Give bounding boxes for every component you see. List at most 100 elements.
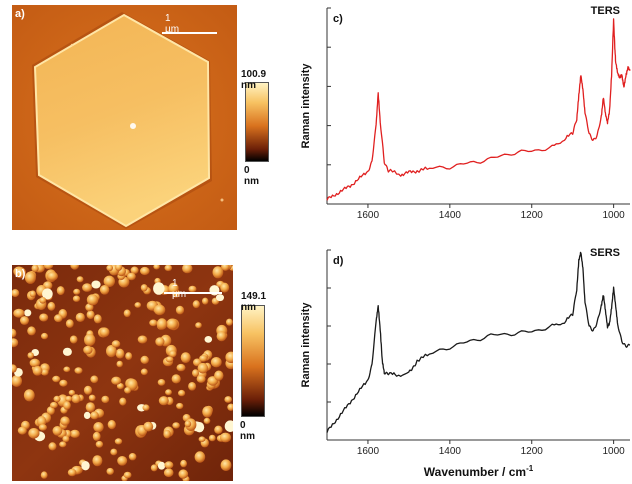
afm-particle xyxy=(208,434,216,442)
afm-particle xyxy=(111,340,121,348)
afm-particle xyxy=(52,426,63,436)
afm-particle xyxy=(73,288,81,295)
panel-b-colorbar-max: 149.1 nm xyxy=(241,291,267,313)
afm-particle xyxy=(52,375,61,383)
afm-particle xyxy=(36,416,47,427)
afm-particle xyxy=(59,379,68,387)
ters-x-tick-label: 1200 xyxy=(521,210,544,221)
afm-particle xyxy=(153,265,160,270)
afm-particle xyxy=(168,350,177,358)
afm-particle xyxy=(90,411,99,420)
afm-particle xyxy=(50,401,58,409)
afm-particle xyxy=(106,467,114,475)
afm-particle xyxy=(188,382,197,391)
afm-particle xyxy=(175,305,185,315)
afm-particle xyxy=(123,309,131,318)
afm-particle xyxy=(143,421,154,432)
afm-particle xyxy=(180,352,191,363)
afm-particle xyxy=(12,338,19,348)
afm-particle xyxy=(75,312,85,322)
panel-a-colorbar-max: 100.9 nm xyxy=(241,69,267,91)
afm-particle xyxy=(116,360,123,368)
afm-particle xyxy=(106,345,117,358)
afm-particle xyxy=(23,389,35,402)
afm-particle xyxy=(20,316,29,325)
afm-particle xyxy=(24,309,32,317)
panel-b-scale-bar-label: 1 µm xyxy=(172,278,187,300)
afm-particle xyxy=(115,348,125,359)
afm-particle xyxy=(182,265,193,274)
afm-particle xyxy=(192,300,200,309)
afm-particle xyxy=(107,420,116,430)
afm-particle xyxy=(224,396,232,403)
afm-hexagon-svg xyxy=(12,5,237,230)
afm-particle xyxy=(165,389,172,396)
panel-b-letter: b) xyxy=(15,268,26,280)
afm-particle xyxy=(224,420,233,432)
afm-particle xyxy=(198,436,206,442)
afm-particle xyxy=(202,297,209,305)
afm-particle xyxy=(62,435,70,443)
sers-x-tick-label: 1200 xyxy=(521,446,544,457)
afm-particle xyxy=(69,335,78,344)
afm-particle xyxy=(166,318,178,330)
afm-particle xyxy=(95,440,104,448)
afm-particle xyxy=(71,394,81,404)
afm-particle xyxy=(178,389,186,397)
ters-x-tick-label: 1400 xyxy=(439,210,462,221)
afm-particle xyxy=(17,426,27,435)
afm-particle xyxy=(13,308,25,318)
afm-particle xyxy=(83,385,93,395)
afm-particle xyxy=(63,401,71,410)
chart-ters: 1600 1400 1200 1000 c) TERS Raman intensity xyxy=(300,5,631,221)
afm-particle xyxy=(188,285,197,293)
afm-particle xyxy=(86,310,95,319)
afm-particle xyxy=(163,468,174,478)
afm-particle xyxy=(114,438,123,445)
afm-particle xyxy=(178,469,189,479)
afm-particle xyxy=(39,297,47,304)
afm-particle xyxy=(216,294,224,302)
afm-particle xyxy=(168,282,179,294)
afm-particle xyxy=(99,327,110,337)
afm-particle xyxy=(12,375,22,387)
afm-particle xyxy=(180,459,188,468)
afm-particle xyxy=(38,424,47,431)
afm-particle xyxy=(140,284,148,292)
afm-particle xyxy=(83,345,93,355)
ters-series-line xyxy=(326,18,631,201)
afm-particle xyxy=(65,319,74,328)
afm-particle xyxy=(103,275,116,287)
sers-x-tick-label: 1400 xyxy=(439,446,462,457)
afm-particle xyxy=(85,303,94,312)
afm-particle xyxy=(46,406,55,415)
afm-particle xyxy=(142,404,150,411)
afm-particles-svg xyxy=(12,265,233,481)
afm-particle xyxy=(12,289,20,298)
afm-particle xyxy=(199,355,208,362)
afm-particle xyxy=(24,271,36,284)
afm-particle xyxy=(176,363,186,372)
ters-title: TERS xyxy=(591,5,620,17)
afm-particle xyxy=(123,471,132,479)
afm-particle xyxy=(29,290,36,298)
afm-particle xyxy=(86,294,99,306)
afm-particle xyxy=(119,397,127,406)
afm-particle xyxy=(158,396,169,406)
afm-particle xyxy=(60,416,70,426)
afm-particle xyxy=(149,319,158,327)
afm-particle xyxy=(156,318,168,330)
afm-particle xyxy=(93,314,102,324)
afm-particle xyxy=(219,432,232,443)
afm-particle xyxy=(85,402,96,413)
chart-sers: 1600 1400 1200 1000 d) SERS Raman intensity Wav… xyxy=(300,247,631,479)
afm-particle xyxy=(92,432,101,441)
afm-particle xyxy=(42,288,53,300)
sers-y-axis-label: Raman intensity xyxy=(300,302,312,388)
sers-x-tick-label: 1600 xyxy=(357,446,380,457)
afm-particle xyxy=(47,301,56,311)
afm-particle xyxy=(62,347,72,356)
afm-particle xyxy=(56,286,65,296)
afm-particle xyxy=(101,395,110,404)
afm-particles xyxy=(12,265,233,481)
